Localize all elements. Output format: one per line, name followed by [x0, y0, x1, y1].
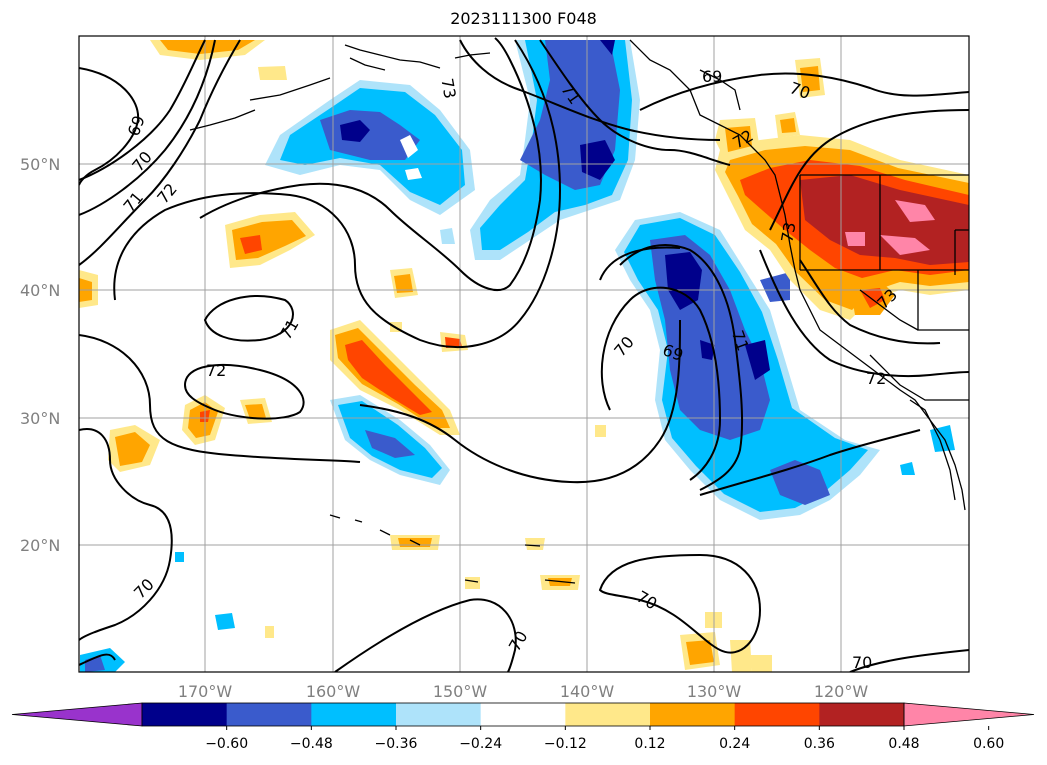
negative-anomaly-shading	[80, 40, 955, 672]
colorbar-tick-label: −0.24	[459, 736, 502, 752]
lat-label: 30°N	[20, 409, 60, 428]
coastlines	[189, 39, 969, 584]
lon-label: 140°W	[560, 682, 615, 701]
colorbar-tick-label: −0.48	[290, 736, 333, 752]
map-plot-area: 69 70 71 72 73 69 71 71 72 73 70 69 71 7…	[79, 36, 969, 672]
colorbar-segment	[734, 703, 820, 726]
lat-label: 50°N	[20, 155, 60, 174]
lon-label: 130°W	[687, 682, 742, 701]
colorbar-tick-label: 0.12	[634, 736, 665, 752]
colorbar-tick-label: −0.36	[375, 736, 418, 752]
lat-label: 20°N	[20, 536, 60, 555]
contour-label: 73	[777, 221, 799, 244]
colorbar-tick-label: 0.60	[973, 736, 1004, 752]
positive-anomaly-shading	[79, 40, 969, 672]
colorbar-extend-max	[903, 702, 1035, 727]
colorbar-segment	[819, 703, 905, 726]
contour-label: 69	[702, 67, 722, 86]
contour-label: 73	[437, 77, 459, 100]
colorbar-tick-label: 0.24	[719, 736, 750, 752]
contour-label: 72	[866, 369, 886, 388]
colorbar-tick-label: −0.60	[205, 736, 248, 752]
contour-label: 70	[852, 653, 872, 672]
colorbar-tick-label: 0.48	[888, 736, 919, 752]
lon-label: 120°W	[814, 682, 869, 701]
lon-label: 150°W	[433, 682, 488, 701]
contour-label: 72	[206, 361, 226, 380]
colorbar-segment	[565, 703, 651, 726]
colorbar-segment	[650, 703, 736, 726]
map-frame	[78, 35, 970, 673]
lon-label: 170°W	[178, 682, 233, 701]
colorbar-outline	[141, 702, 905, 727]
colorbar-segment	[226, 703, 312, 726]
colorbar-segment	[311, 703, 397, 726]
colorbar-tick-label: −0.12	[544, 736, 587, 752]
map-title: 2023111300 F048	[450, 9, 597, 28]
lon-label: 160°W	[306, 682, 361, 701]
colorbar-tick-label: 0.36	[804, 736, 835, 752]
colorbar-extend-min	[11, 702, 143, 727]
latitude-labels: 50°N 40°N 30°N 20°N	[20, 155, 60, 555]
colorbar: −0.60 −0.48 −0.36 −0.24 −0.12 0.12 0.24 0.36 0.4…	[11, 702, 1035, 752]
colorbar-segment	[480, 703, 566, 726]
height-contours	[79, 37, 969, 672]
lat-label: 40°N	[20, 281, 60, 300]
colorbar-segment	[142, 703, 228, 726]
colorbar-segment	[396, 703, 482, 726]
longitude-labels: 170°W 160°W 150°W 140°W 130°W 120°W	[178, 682, 869, 701]
